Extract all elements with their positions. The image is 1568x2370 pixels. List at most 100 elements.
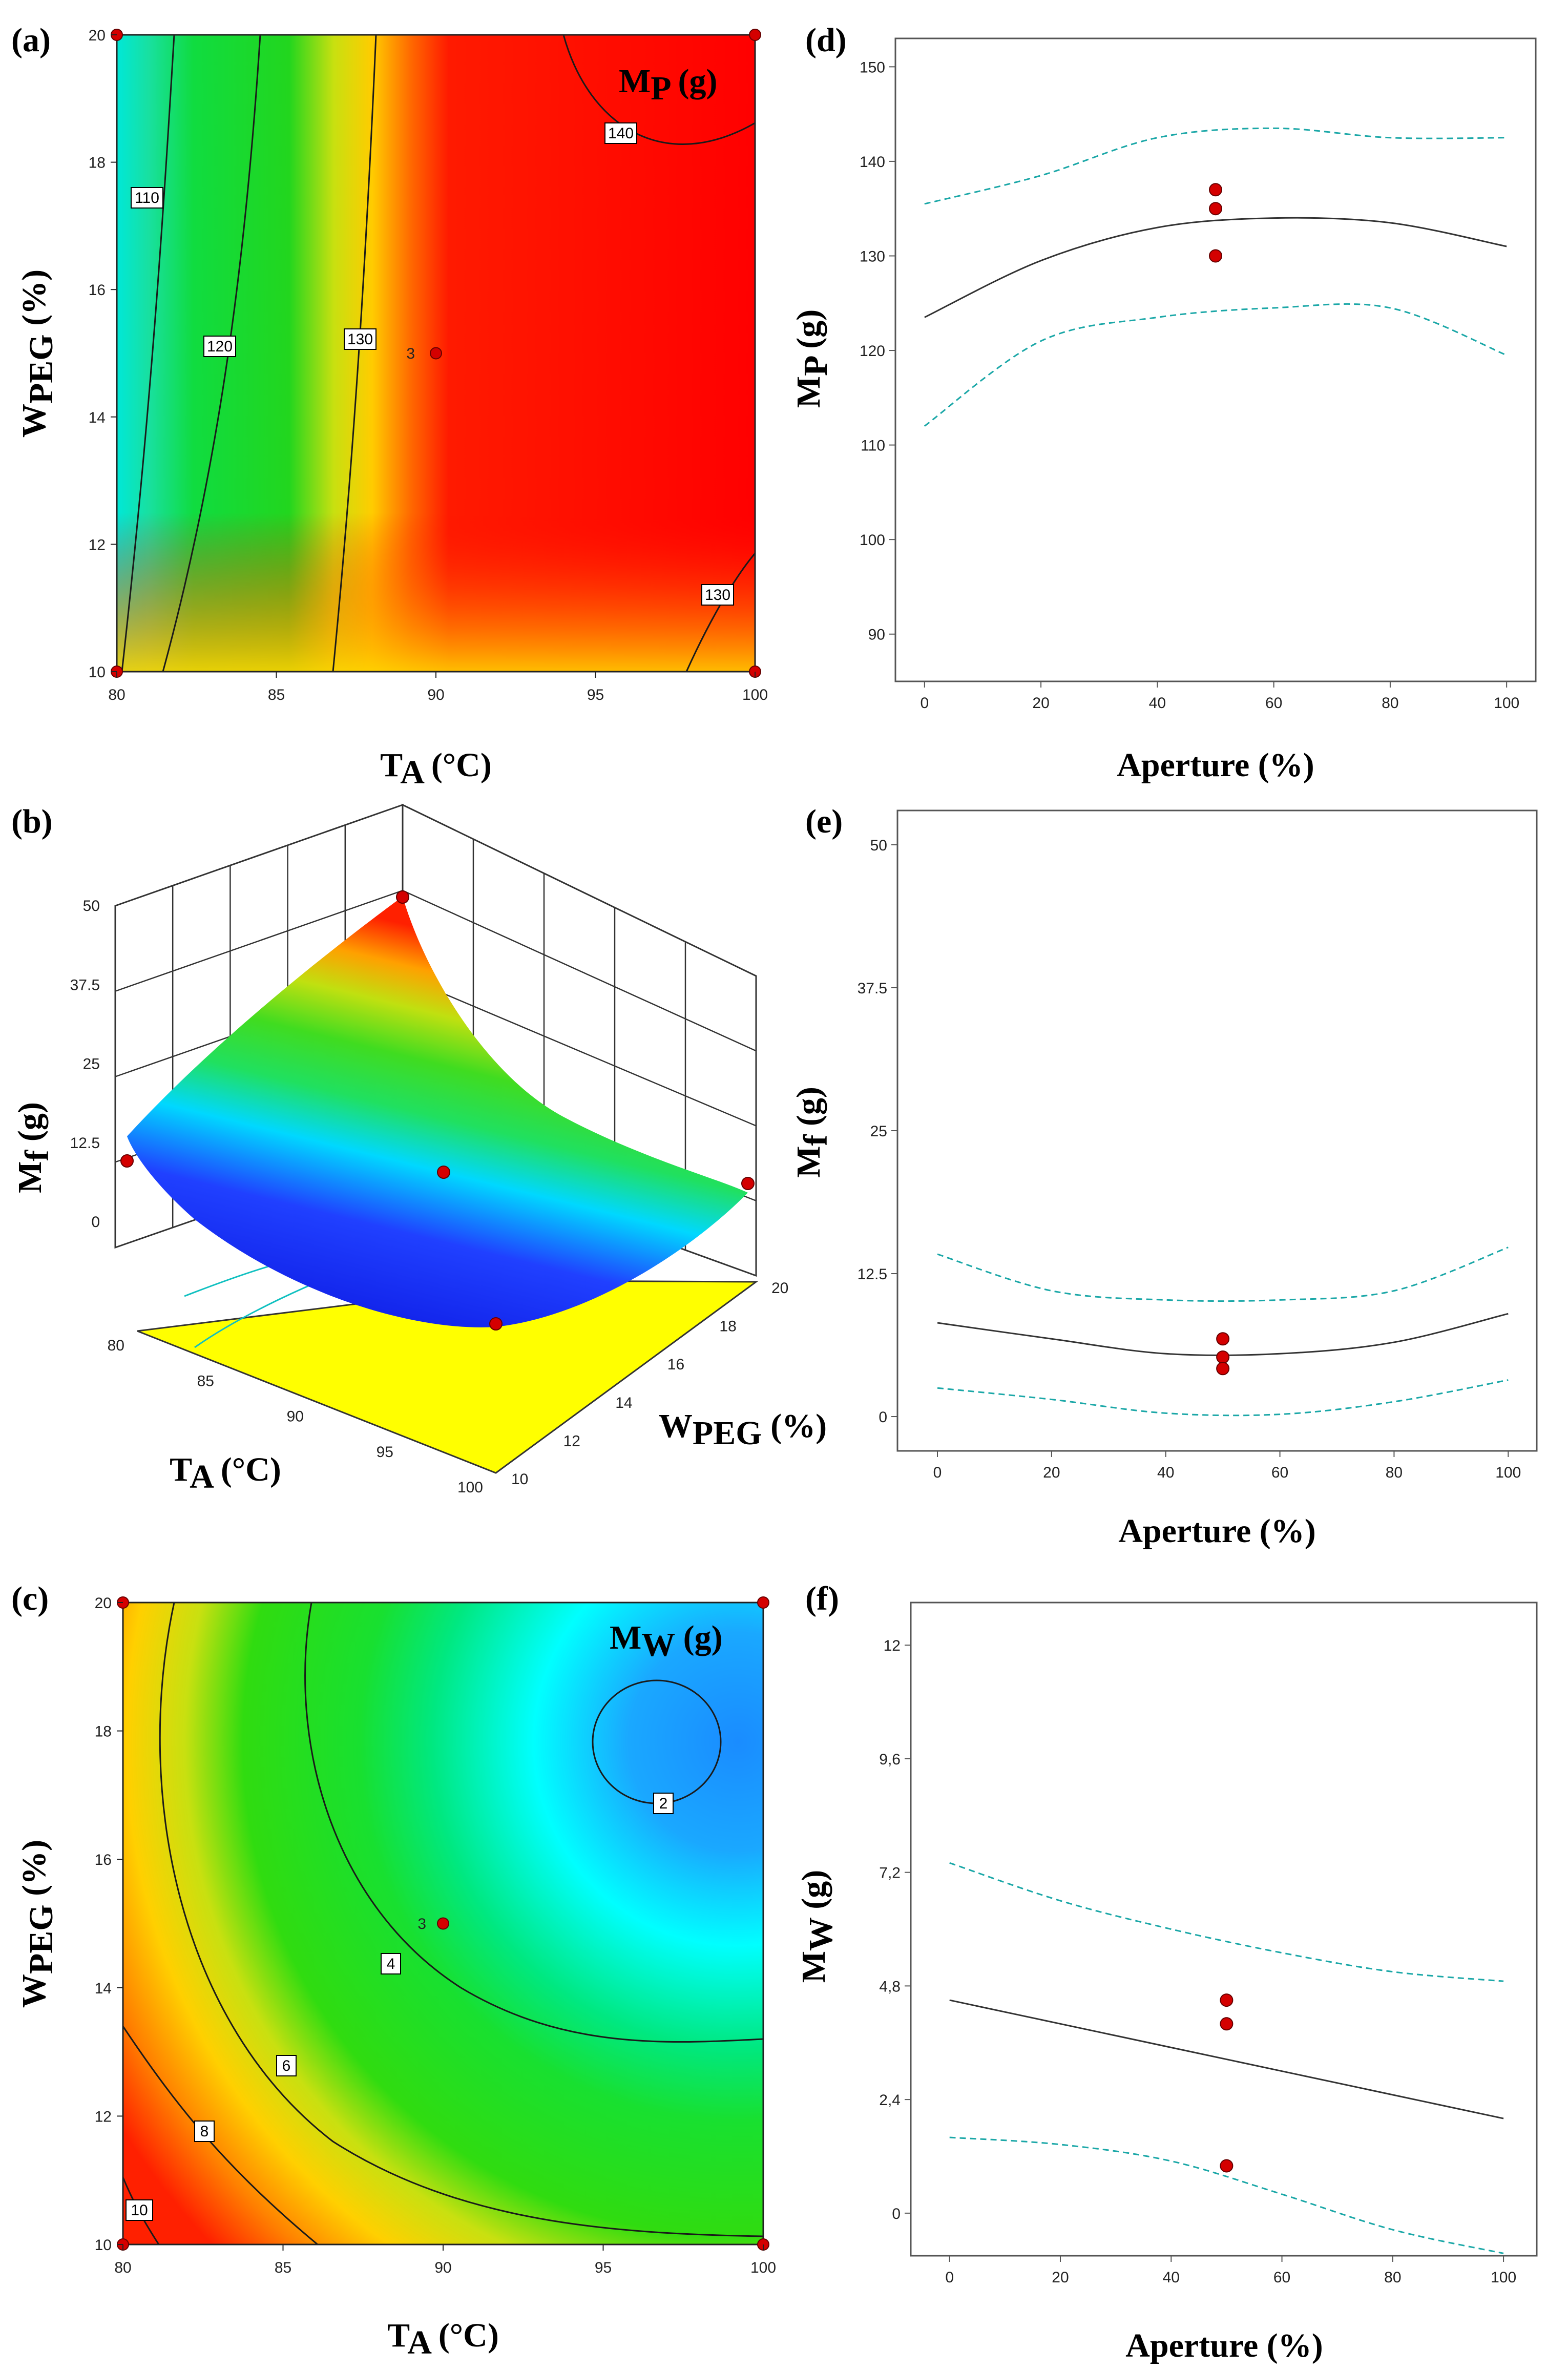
- panel-d: (d) 0 20 40 60 80 100 90 100 110 120 130 140 150 Ape…: [790, 22, 1537, 784]
- panel-a-ticks: 80 85 90 95 100 10 12 14 16 18 20: [89, 27, 768, 703]
- panel-a-title: MP (g): [619, 63, 717, 107]
- data-point: [1220, 2017, 1234, 2031]
- x-tick-label: 95: [377, 1444, 393, 1461]
- data-point: [1209, 202, 1222, 216]
- panel-d-frame: [894, 37, 1537, 682]
- panel-f-label: (f): [805, 1580, 839, 1617]
- svg-text:120: 120: [207, 338, 233, 355]
- x-tick-label: 40: [1149, 695, 1166, 712]
- contour-line-6: [159, 1602, 764, 2237]
- panel-a: (a) 110 120 130 140 130 MP (g) 3 80 85 90 9…: [11, 22, 768, 791]
- panel-f-xlabel: Aperture (%): [1125, 2327, 1323, 2364]
- panel-c-label: (c): [11, 1580, 49, 1617]
- x-tick-label: 100: [1491, 2269, 1516, 2286]
- x-tick-label: 20: [1043, 1464, 1060, 1481]
- panel-c-ylabel: WPEG (%): [15, 1840, 60, 2008]
- z-tick-label: 25: [83, 1056, 100, 1073]
- panel-b-ylabel: WPEG (%): [659, 1407, 827, 1452]
- panel-b-label: (b): [11, 803, 53, 840]
- panel-e-ylabel: Mf (g): [790, 1087, 834, 1178]
- y-tick-label: 10: [511, 1471, 528, 1488]
- x-tick-label: 80: [1382, 695, 1398, 712]
- x-tick-label: 60: [1273, 2269, 1290, 2286]
- panel-a-label: (a): [11, 22, 51, 59]
- panel-b-xlabel: TA (°C): [170, 1451, 281, 1495]
- panel-a-ylabel: WPEG (%): [15, 269, 60, 438]
- design-point: [120, 1154, 134, 1168]
- svg-text:8: 8: [200, 2123, 209, 2140]
- x-tick-label: 85: [197, 1373, 214, 1389]
- x-tick-label: 90: [287, 1408, 304, 1425]
- y-tick-label: 20: [95, 1595, 112, 1612]
- panel-a-xlabel: TA (°C): [380, 746, 492, 791]
- design-point: [437, 1166, 450, 1179]
- ci-upper-line: [924, 127, 1507, 205]
- data-point: [1220, 2159, 1234, 2173]
- panel-b-surface: [127, 897, 748, 1327]
- panel-e-xlabel: Aperture (%): [1118, 1512, 1316, 1550]
- y-tick-label: 16: [89, 282, 106, 299]
- y-tick-label: 20: [771, 1280, 788, 1297]
- design-point: [437, 1917, 449, 1930]
- y-tick-label: 50: [870, 837, 887, 854]
- panel-c-ticks: 80 85 90 95 100 10 12 14 16 18 20: [95, 1595, 776, 2276]
- x-tick-label: 80: [1386, 1464, 1403, 1481]
- x-tick-label: 100: [750, 2259, 776, 2276]
- svg-text:10: 10: [131, 2202, 148, 2219]
- x-tick-label: 0: [920, 695, 929, 712]
- design-point: [757, 1596, 769, 1609]
- panel-c: (c) 2 4 6 8 10 MW (g) 3 80 85 90 95 100 10 12 1…: [11, 1580, 776, 2361]
- y-tick-label: 90: [868, 627, 885, 643]
- panel-b-ticks: 0 12.5 25 37.5 50 80 85 90 95 100 10 12 14 16 18 20: [70, 898, 789, 1496]
- y-tick-label: 10: [89, 664, 106, 681]
- panel-d-ylabel: MP (g): [790, 309, 834, 408]
- y-tick-label: 130: [860, 248, 885, 265]
- svg-text:2: 2: [659, 1795, 668, 1812]
- panel-c-contour-labels: 2 4 6 8 10: [126, 1793, 674, 2221]
- panel-d-xlabel: Aperture (%): [1117, 746, 1314, 784]
- x-tick-label: 0: [945, 2269, 954, 2286]
- x-tick-label: 85: [275, 2259, 291, 2276]
- design-point: [430, 347, 442, 360]
- design-point: [489, 1317, 503, 1330]
- y-tick-label: 4,8: [879, 1978, 901, 1995]
- contour-line-120: [162, 34, 261, 672]
- panel-d-label: (d): [805, 22, 847, 59]
- x-tick-label: 40: [1163, 2269, 1180, 2286]
- fit-line: [949, 1999, 1504, 2119]
- x-tick-label: 40: [1157, 1464, 1174, 1481]
- y-tick-label: 9,6: [879, 1751, 901, 1768]
- y-tick-label: 0: [879, 1409, 887, 1426]
- y-tick-label: 16: [95, 1852, 112, 1868]
- y-tick-label: 20: [89, 27, 106, 44]
- y-tick-label: 16: [667, 1356, 684, 1373]
- design-point: [749, 29, 761, 41]
- x-tick-label: 95: [595, 2259, 612, 2276]
- x-tick-label: 100: [1495, 1464, 1521, 1481]
- contour-line-110: [121, 34, 175, 672]
- y-tick-label: 7,2: [879, 1865, 901, 1882]
- panel-a-contour-labels: 110 120 130 140 130: [131, 122, 734, 606]
- fit-line: [924, 217, 1507, 318]
- z-tick-label: 0: [91, 1214, 100, 1231]
- x-tick-label: 20: [1052, 2269, 1069, 2286]
- x-tick-label: 90: [434, 2259, 451, 2276]
- panel-c-xlabel: TA (°C): [387, 2317, 499, 2361]
- y-tick-label: 100: [860, 532, 885, 549]
- z-tick-label: 37.5: [70, 976, 100, 993]
- y-tick-label: 18: [95, 1723, 112, 1740]
- y-tick-label: 37.5: [858, 980, 887, 997]
- data-point: [1220, 1993, 1234, 2007]
- data-point: [1216, 1350, 1230, 1364]
- z-tick-label: 12.5: [70, 1135, 100, 1152]
- panel-f: (f) 0 20 40 60 80 100 0 2,4 4,8 7,2 9,6 12 Aperture…: [795, 1580, 1538, 2364]
- x-tick-label: 60: [1271, 1464, 1288, 1481]
- y-tick-label: 14: [615, 1395, 632, 1411]
- x-tick-label: 85: [268, 687, 285, 703]
- ci-lower-line: [937, 1379, 1509, 1417]
- data-point: [1209, 183, 1222, 197]
- y-tick-label: 12.5: [858, 1266, 887, 1283]
- x-tick-label: 80: [1384, 2269, 1401, 2286]
- x-tick-label: 80: [114, 2259, 131, 2276]
